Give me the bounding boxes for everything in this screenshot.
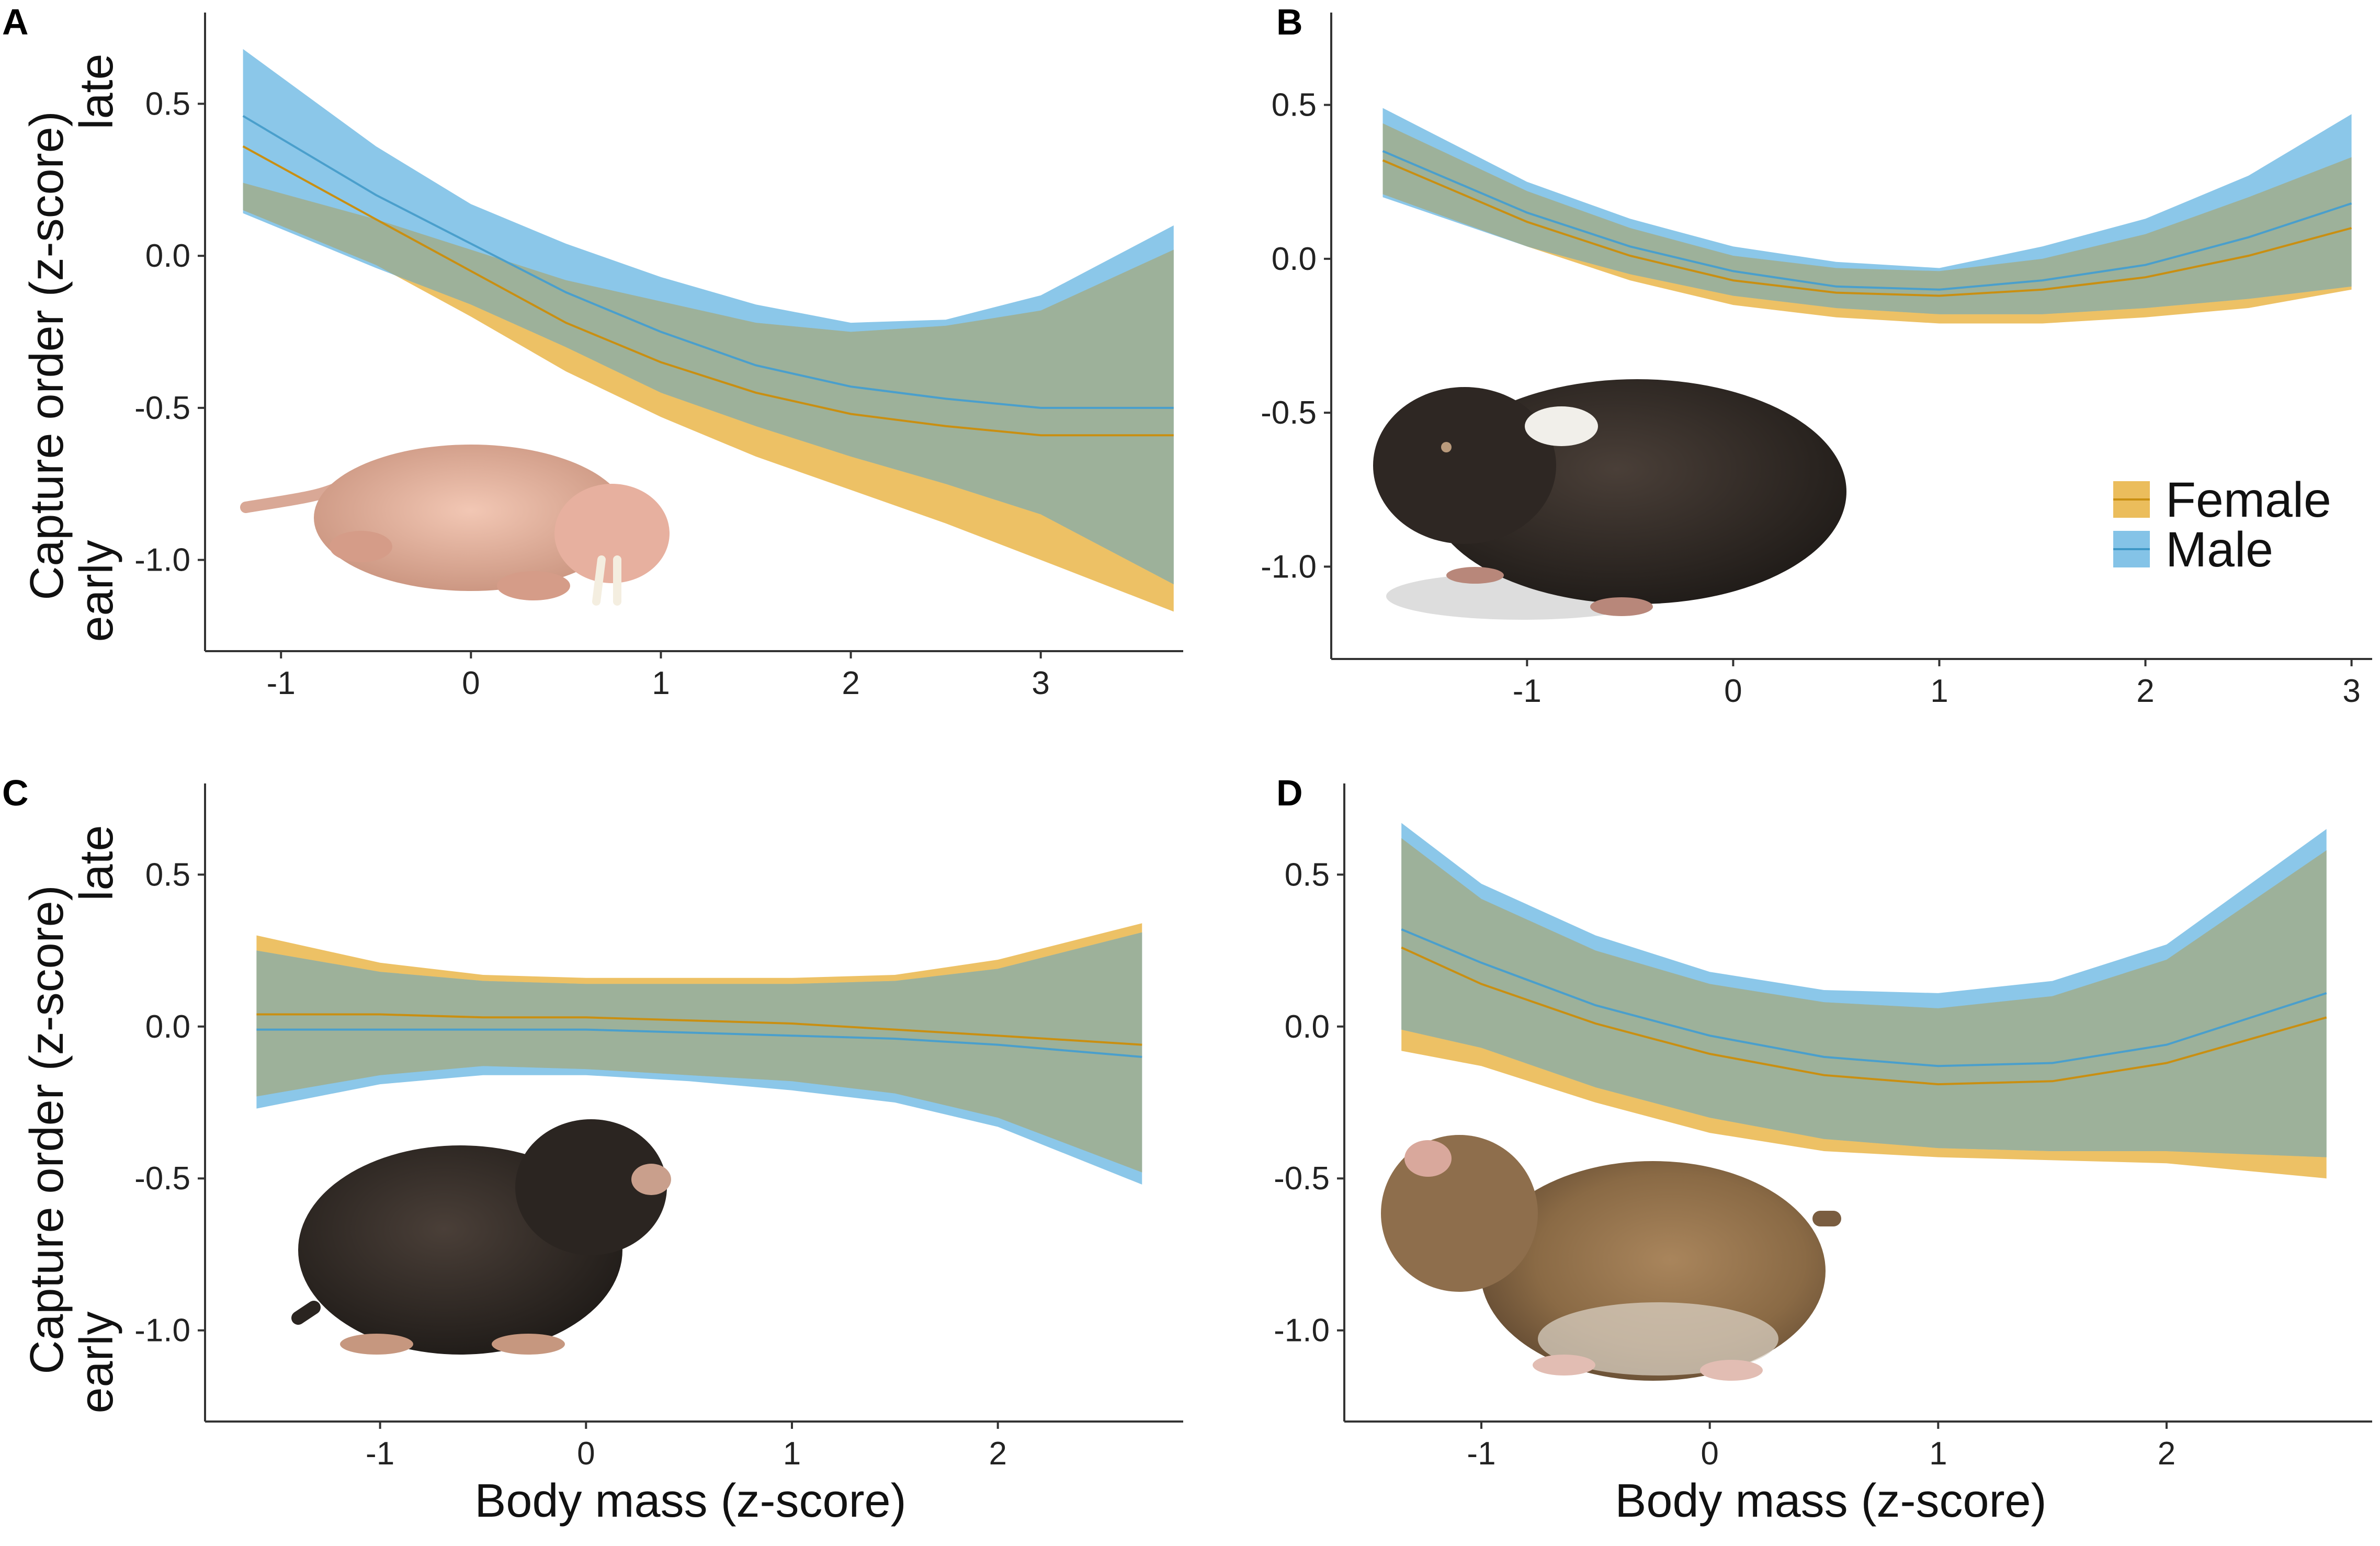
y-tick-label: -1.0 <box>134 542 190 578</box>
belly-shape <box>1538 1302 1778 1376</box>
x-tick-label: 1 <box>1930 673 1948 709</box>
foot-shape <box>492 1334 565 1355</box>
species-image-dark-mole-rat-white-patch <box>1373 379 1846 620</box>
y-tick-label: -0.5 <box>134 390 190 426</box>
fit-line-male <box>1401 928 2327 1067</box>
fit-line-male <box>242 115 1174 409</box>
panel-c: C -1.0 -0.5 0.0 0.5 -1 0 1 2 <box>2 772 1183 1472</box>
y-tick-label: -1.0 <box>1274 1313 1330 1349</box>
y-axis-late-bottom: late <box>71 825 123 901</box>
x-axis-title-left: Body mass (z-score) <box>474 1475 906 1527</box>
panel-label-b: B <box>1276 2 1303 42</box>
x-tick-label: -1 <box>366 1436 394 1472</box>
y-tick-label: 0.0 <box>1285 1009 1330 1045</box>
y-axis-title-top: Capture order (z-score) <box>21 111 73 600</box>
panel-d: D -1.0 -0.5 0.0 0.5 -1 0 1 2 <box>1274 772 2372 1472</box>
ci-band-overlap <box>1401 838 2327 1157</box>
y-axis-early-text: early <box>71 1311 123 1413</box>
snout-shape <box>631 1164 671 1195</box>
x-tick-label: 2 <box>2158 1436 2175 1472</box>
y-tick-label: 0.5 <box>145 86 190 122</box>
foot-shape <box>340 1334 413 1355</box>
x-tick-label: 1 <box>1929 1436 1947 1472</box>
x-tick-label: -1 <box>1467 1436 1495 1472</box>
x-tick-label: 2 <box>989 1436 1006 1472</box>
foot-shape <box>1700 1360 1763 1381</box>
x-tick-label: 0 <box>1701 1436 1718 1472</box>
leg-shape <box>330 531 392 562</box>
y-tick-label: -1.0 <box>134 1313 190 1349</box>
tail-shape <box>291 1301 321 1325</box>
y-axis-early-text: early <box>71 540 123 642</box>
x-tick-label: 3 <box>2342 673 2360 709</box>
fit-line-female <box>256 1013 1142 1046</box>
y-tick-label: -0.5 <box>1274 1161 1330 1197</box>
x-axis-title-right: Body mass (z-score) <box>1615 1475 2046 1527</box>
foot-shape <box>1446 567 1504 584</box>
fit-line-female <box>242 145 1174 437</box>
snout-shape <box>1404 1140 1452 1177</box>
x-tick-label: 1 <box>783 1436 801 1472</box>
x-tick-label: 0 <box>1724 673 1742 709</box>
ci-band-overlap <box>256 932 1142 1173</box>
y-axis-title-text: Capture order (z-score) <box>21 111 73 600</box>
x-tick-label: 2 <box>842 665 859 701</box>
y-tick-label: 0.5 <box>1285 857 1330 893</box>
foot-shape <box>1590 597 1653 616</box>
eye-shape <box>1441 442 1452 452</box>
x-tick-label: -1 <box>267 665 296 701</box>
y-axis-late-top: late <box>71 53 123 129</box>
fit-line-male <box>256 1028 1142 1058</box>
species-image-naked-mole-rat <box>240 445 670 606</box>
plot-area-b: -1.0 -0.5 0.0 0.5 -1 0 1 2 3 <box>1261 13 2372 709</box>
y-axis-early-top: early <box>71 540 123 642</box>
y-tick-label: 0.0 <box>145 1009 190 1045</box>
fit-line-female <box>1382 159 2352 297</box>
legend-label-female: Female <box>2166 472 2331 528</box>
legend: Female Male <box>2113 472 2331 577</box>
y-tick-label: -1.0 <box>1261 549 1317 585</box>
y-axis-late-text: late <box>71 825 123 901</box>
foot-shape <box>1533 1355 1595 1376</box>
plot-area-d: -1.0 -0.5 0.0 0.5 -1 0 1 2 <box>1274 783 2372 1472</box>
legend-label-male: Male <box>2166 522 2273 577</box>
x-tick-label: -1 <box>1513 673 1542 709</box>
plot-area-c: -1.0 -0.5 0.0 0.5 -1 0 1 2 <box>134 783 1183 1472</box>
species-image-brown-mole-rat <box>1381 1135 1841 1381</box>
y-axis-late-text: late <box>71 53 123 129</box>
panel-b: B -1.0 -0.5 0.0 0.5 -1 0 1 2 3 <box>1261 2 2372 709</box>
y-tick-label: 0.0 <box>1272 241 1317 277</box>
head-shape <box>515 1119 667 1255</box>
y-axis-title-text: Capture order (z-score) <box>21 885 73 1374</box>
y-tick-label: -0.5 <box>1261 395 1317 431</box>
white-patch-shape <box>1525 406 1598 446</box>
teeth-shape <box>592 555 621 606</box>
y-tick-label: 0.5 <box>145 857 190 893</box>
y-tick-label: 0.5 <box>1272 87 1317 123</box>
leg-shape <box>497 571 570 600</box>
plot-area-a: -1.0 -0.5 0.0 0.5 -1 0 1 2 3 <box>134 13 1183 701</box>
y-tick-label: 0.0 <box>145 238 190 274</box>
head-shape <box>554 484 670 583</box>
y-axis-early-bottom: early <box>71 1311 123 1413</box>
panel-label-c: C <box>2 772 29 813</box>
body-shape <box>314 445 628 591</box>
head-shape <box>1373 387 1556 544</box>
x-tick-label: 0 <box>577 1436 595 1472</box>
y-axis-title-bottom: Capture order (z-score) <box>21 885 73 1374</box>
panel-a: A -1.0 -0.5 0.0 0.5 -1 0 1 2 3 <box>2 2 1183 701</box>
fit-line-female <box>1401 946 2327 1086</box>
panel-label-a: A <box>2 2 29 42</box>
y-tick-label: -0.5 <box>134 1161 190 1197</box>
x-tick-label: 2 <box>2136 673 2154 709</box>
fit-line-male <box>1382 150 2352 291</box>
panel-label-d: D <box>1276 772 1303 813</box>
x-tick-label: 0 <box>462 665 480 701</box>
species-image-dark-mole-rat <box>291 1119 671 1355</box>
x-tick-label: 3 <box>1032 665 1049 701</box>
x-tick-label: 1 <box>652 665 670 701</box>
